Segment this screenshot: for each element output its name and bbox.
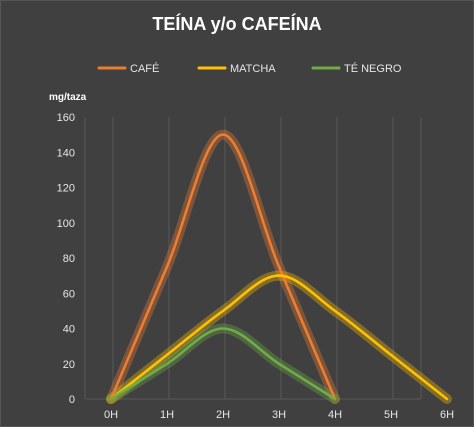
series-line-matcha [109,274,449,401]
series-line-t-negro [109,327,337,401]
x-axis-ticks: 0H 1H 2H 3H 4H 5H 6H [104,409,454,421]
y-tick-label: 20 [63,359,75,371]
x-tick-label: 2H [216,409,230,421]
legend-label: TÉ NEGRO [344,62,402,75]
legend: CAFÉ MATCHA TÉ NEGRO [97,62,402,75]
x-tick-label: 5H [384,409,398,421]
y-tick-label: 120 [57,183,75,195]
legend-label: CAFÉ [130,62,159,75]
chart-title: TEÍNA y/o CAFEÍNA [152,13,321,34]
y-axis-ticks: 0 20 40 60 80 100 120 140 160 [57,112,75,406]
series-glow-matcha [106,270,452,404]
y-tick-label: 160 [57,112,75,124]
legend-label: MATCHA [230,63,276,75]
series-line-caf [109,133,337,401]
x-tick-label: 1H [160,409,174,421]
x-tick-label: 3H [272,409,286,421]
y-tick-label: 100 [57,218,75,230]
x-tick-label: 0H [104,409,118,421]
series-glow-caf [106,129,340,404]
y-tick-label: 40 [63,324,75,336]
y-tick-label: 80 [63,253,75,265]
y-tick-label: 60 [63,288,75,300]
series-glow-t-negro [106,323,340,404]
gridlines [84,117,422,400]
x-tick-label: 6H [440,409,454,421]
x-tick-label: 4H [328,409,342,421]
y-tick-label: 0 [69,394,75,406]
y-tick-label: 140 [57,147,75,159]
y-axis-label: mg/taza [49,92,87,103]
series-lines [109,133,449,401]
